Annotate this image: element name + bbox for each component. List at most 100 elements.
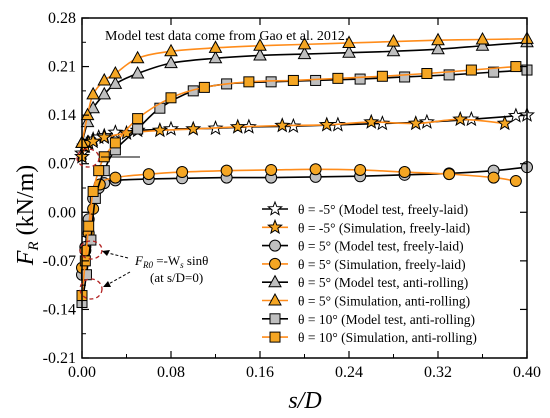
data-point [87,185,99,197]
data-point [443,168,456,181]
data-point [185,120,202,136]
data-point [130,50,145,64]
note-text: Model test data come from Gao et al. 201… [105,29,348,44]
y-tick-label: 0.21 [48,59,76,76]
legend: θ = -5° (Model test, freely-laid) θ = -5°… [262,200,477,345]
data-point [398,166,411,179]
annotation-ellipse-top [76,148,100,168]
data-point [97,72,112,86]
y-tick-label: -0.07 [43,253,76,270]
data-point [118,124,135,140]
annotation-ellipse-middle [79,240,103,260]
data-point [463,110,480,127]
x-tick-label: 0.16 [246,364,274,381]
data-point [363,113,380,129]
data-point [142,168,155,181]
data-point [297,36,312,50]
data-point [176,166,189,179]
y-tick-label: -0.21 [43,350,76,367]
data-point [431,32,445,46]
data-point [496,115,513,131]
data-point [198,81,210,93]
tick-layer: 0.00 0.08 0.16 0.24 0.32 0.40 -0.21 -0.14 -0.07 0… [43,10,541,381]
legend-marker [269,257,281,270]
annotation-text-line2: (at s/D=0) [150,270,203,285]
data-point [421,68,433,80]
data-point [431,41,445,55]
data-point [83,220,95,232]
data-point [132,113,144,125]
data-point [80,114,95,128]
data-point [163,120,179,136]
data-point [475,31,490,45]
data-point [342,35,356,48]
data-point [109,137,121,149]
data-point [418,113,435,129]
data-point [86,100,100,114]
data-point [208,50,223,64]
legend-label: θ = 5° (Model test, freely-laid) [298,239,464,254]
x-tick-label: 0.32 [424,364,452,381]
data-point [229,118,246,134]
data-point [85,234,97,246]
data-point [86,86,100,100]
legend-label: θ = 5° (Simulation, anti-rolling) [298,294,470,309]
data-point [354,163,367,176]
data-point [93,165,105,177]
data-point [386,43,401,57]
data-point [452,110,469,127]
svg-text:FR0 =-Ws sinθ: FR0 =-Ws sinθ [134,253,208,270]
series-0 [74,106,535,161]
data-point [354,73,366,85]
legend-marker [267,200,283,216]
data-point [96,128,113,145]
data-point [253,47,267,61]
data-point [487,171,500,184]
y-axis-label-subscript: R [26,241,42,251]
x-tick-label: 0.24 [335,364,363,381]
data-point [265,76,277,88]
data-point [509,175,522,188]
y-tick-label: 0.00 [48,204,76,221]
y-axis-label: FR (kN/m) [13,165,42,267]
series-line [81,118,505,158]
data-point [318,116,335,132]
data-point [287,74,299,86]
data-point [164,55,178,69]
legend-marker [269,331,281,343]
y-tick-label: 0.07 [48,156,76,173]
legend-marker [268,292,282,306]
legend-label: θ = 10° (Model test, anti-rolling) [298,312,475,327]
x-tick-label: 0.40 [513,364,541,381]
data-point [443,69,455,81]
legend-marker [267,218,283,235]
data-point [386,34,401,47]
data-point [274,117,291,133]
annotation-arrowhead-bottom [103,281,111,287]
y-tick-label: -0.14 [43,301,76,318]
legend-label: θ = 5° (Simulation, freely-laid) [298,257,466,272]
data-point [243,76,255,88]
data-point [407,115,424,131]
legend-label: θ = -5° (Model test, freely-laid) [298,202,468,217]
annotation-ellipse-bottom [79,278,103,300]
data-point [265,163,278,176]
data-point [376,70,388,82]
data-point [164,43,178,57]
legend-label: θ = 5° (Model test, anti-rolling) [298,275,468,290]
series-layer [74,31,535,308]
data-point [97,86,112,100]
data-point [332,72,344,84]
x-tick-label: 0.08 [157,364,185,381]
legend-marker [269,313,281,325]
data-point [510,61,522,73]
legend-label: θ = -5° (Simulation, freely-laid) [298,220,470,235]
data-point [109,171,122,184]
svg-text:FR (kN/m): FR (kN/m) [13,165,42,267]
data-point [465,64,477,76]
data-point [342,45,356,58]
legend-marker [268,274,282,288]
data-point [165,92,177,104]
annotation-arrowhead-middle [102,250,110,256]
